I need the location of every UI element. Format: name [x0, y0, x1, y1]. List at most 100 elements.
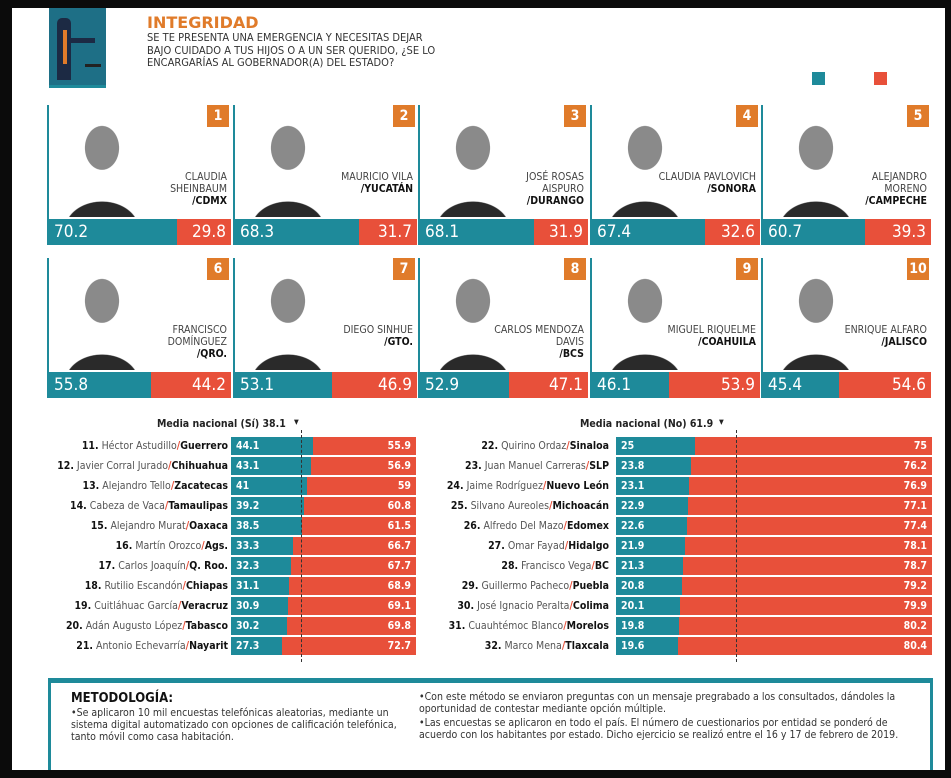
- row-rank: 21.: [76, 640, 93, 652]
- stacked-bar: 70.2 29.8: [49, 219, 231, 245]
- bar-yes: 38.5: [231, 517, 303, 535]
- mean-no-label: Media nacional (No) 61.9: [580, 418, 714, 430]
- row-state: Chihuahua: [171, 460, 228, 472]
- table-bar: 38.5 61.5: [231, 517, 416, 535]
- row-label: 27. Omar Fayad/Hidalgo: [488, 537, 609, 555]
- row-name: Adán Augusto López: [85, 620, 183, 632]
- candidate-name: FRANCISCO DOMÍNGUEZ/QRO.: [127, 324, 227, 360]
- row-name: Marco Mena: [504, 640, 562, 652]
- row-name: Quirino Ordaz: [501, 440, 567, 452]
- bar-no: 61.5: [302, 517, 416, 535]
- table-bar: 25 75: [616, 437, 932, 455]
- row-name: Francisco Vega: [521, 560, 592, 572]
- bar-no: 75: [695, 437, 932, 455]
- candidate-card: 10 ENRIQUE ALFARO/JALISCO 45.4 54.6: [761, 258, 931, 398]
- candidate-card: 1 CLAUDIA SHEINBAUM/CDMX 70.2 29.8: [47, 105, 231, 245]
- table-bar: 31.1 68.9: [231, 577, 416, 595]
- row-name: Omar Fayad: [507, 540, 565, 552]
- stacked-bar: 67.4 32.6: [592, 219, 760, 245]
- bar-yes: 27.3: [231, 637, 282, 655]
- candidate-state: /JALISCO: [881, 336, 927, 348]
- candidate-name: MIGUEL RIQUELME/COAHUILA: [656, 324, 756, 348]
- row-state: Nuevo León: [546, 480, 609, 492]
- bar-yes: 22.9: [616, 497, 689, 515]
- row-state: Q. Roo.: [189, 560, 228, 572]
- row-label: 13. Alejandro Tello/Zacatecas: [83, 477, 228, 495]
- bar-no: 79.2: [681, 577, 932, 595]
- row-label: 18. Rutilio Escandón/Chiapas: [85, 577, 228, 595]
- bar-no: 60.8: [303, 497, 416, 515]
- bar-no: 77.4: [687, 517, 932, 535]
- candidate-state: /CDMX: [192, 195, 227, 207]
- row-state: Nayarit: [189, 640, 228, 652]
- row-slash: /: [185, 520, 190, 532]
- candidate-photo: [600, 262, 690, 370]
- methodology-title: METODOLOGÍA:: [71, 691, 174, 706]
- row-rank: 15.: [90, 520, 108, 532]
- bar-yes: 31.1: [231, 577, 289, 595]
- row-name: Alfredo Del Mazo: [483, 520, 564, 532]
- bar-no: 76.2: [691, 457, 932, 475]
- bar-no: 69.1: [288, 597, 416, 615]
- row-label: 28. Francisco Vega/BC: [501, 557, 609, 575]
- candidate-state: /COAHUILA: [698, 336, 756, 348]
- candidate-photo: [600, 109, 690, 217]
- rank-badge: 9: [736, 258, 758, 280]
- bar-yes: 30.9: [231, 597, 289, 615]
- row-state: Morelos: [566, 620, 609, 632]
- row-label: 19. Cuitláhuac García/Veracruz: [74, 597, 228, 615]
- infographic: INTEGRIDAD SE TE PRESENTA UNA EMERGENCIA…: [12, 8, 945, 770]
- table-bar: 44.1 55.9: [231, 437, 416, 455]
- bar-no: 53.9: [669, 372, 760, 398]
- bar-no: 44.2: [150, 372, 231, 398]
- candidate-photo: [57, 109, 147, 217]
- bar-yes: 33.3: [231, 537, 293, 555]
- row-rank: 30.: [457, 600, 475, 612]
- bar-yes: 68.3: [235, 219, 360, 245]
- row-rank: 29.: [461, 580, 479, 592]
- row-state: Sinaloa: [569, 440, 609, 452]
- stacked-bar: 46.1 53.9: [592, 372, 760, 398]
- row-label: 30. José Ignacio Peralta/Colima: [457, 597, 609, 615]
- row-slash: /: [164, 500, 169, 512]
- table-bar: 20.1 79.9: [616, 597, 932, 615]
- row-state: Michoacán: [552, 500, 609, 512]
- row-slash: /: [564, 540, 569, 552]
- candidate-photo: [243, 262, 333, 370]
- row-state: Veracruz: [181, 600, 228, 612]
- row-slash: /: [585, 460, 590, 472]
- row-slash: /: [561, 640, 566, 652]
- rank-badge: 6: [207, 258, 229, 280]
- bar-yes: 39.2: [231, 497, 304, 515]
- row-name: Alejandro Tello: [102, 480, 171, 492]
- candidate-state: /BCS: [559, 348, 584, 360]
- candidate-card: 8 CARLOS MENDOZA DAVIS/BCS 52.9 47.1: [418, 258, 588, 398]
- bar-no: 78.7: [683, 557, 932, 575]
- row-slash: /: [182, 580, 186, 592]
- candidate-state: /YUCATÁN: [360, 183, 413, 195]
- candidate-card: 2 MAURICIO VILA/YUCATÁN 68.3 31.7: [233, 105, 417, 245]
- row-name: Héctor Astudillo: [101, 440, 177, 452]
- candidate-card: 3 JOSÉ ROSAS AISPURO/DURANGO 68.1 31.9: [418, 105, 588, 245]
- bar-yes: 22.6: [616, 517, 688, 535]
- table-bar: 21.9 78.1: [616, 537, 932, 555]
- candidate-photo: [243, 109, 333, 217]
- row-rank: 16.: [115, 540, 133, 552]
- row-state: Hidalgo: [568, 540, 609, 552]
- row-state: SLP: [589, 460, 609, 472]
- rank-badge: 1: [207, 105, 229, 127]
- rank-badge: 2: [393, 105, 415, 127]
- row-name: Jaime Rodríguez: [466, 480, 543, 492]
- row-state: Oaxaca: [189, 520, 228, 532]
- row-state: Puebla: [572, 580, 609, 592]
- row-name: Guillermo Pacheco: [481, 580, 570, 592]
- methodology-p1: •Se aplicaron 10 mil encuestas telefónic…: [71, 707, 397, 743]
- row-slash: /: [563, 620, 567, 632]
- row-rank: 32.: [484, 640, 502, 652]
- row-label: 31. Cuauhtémoc Blanco/Morelos: [449, 617, 609, 635]
- row-rank: 22.: [481, 440, 499, 452]
- row-rank: 27.: [488, 540, 505, 552]
- candidate-card: 6 FRANCISCO DOMÍNGUEZ/QRO. 55.8 44.2: [47, 258, 231, 398]
- row-rank: 14.: [70, 500, 87, 512]
- bar-yes: 52.9: [420, 372, 509, 398]
